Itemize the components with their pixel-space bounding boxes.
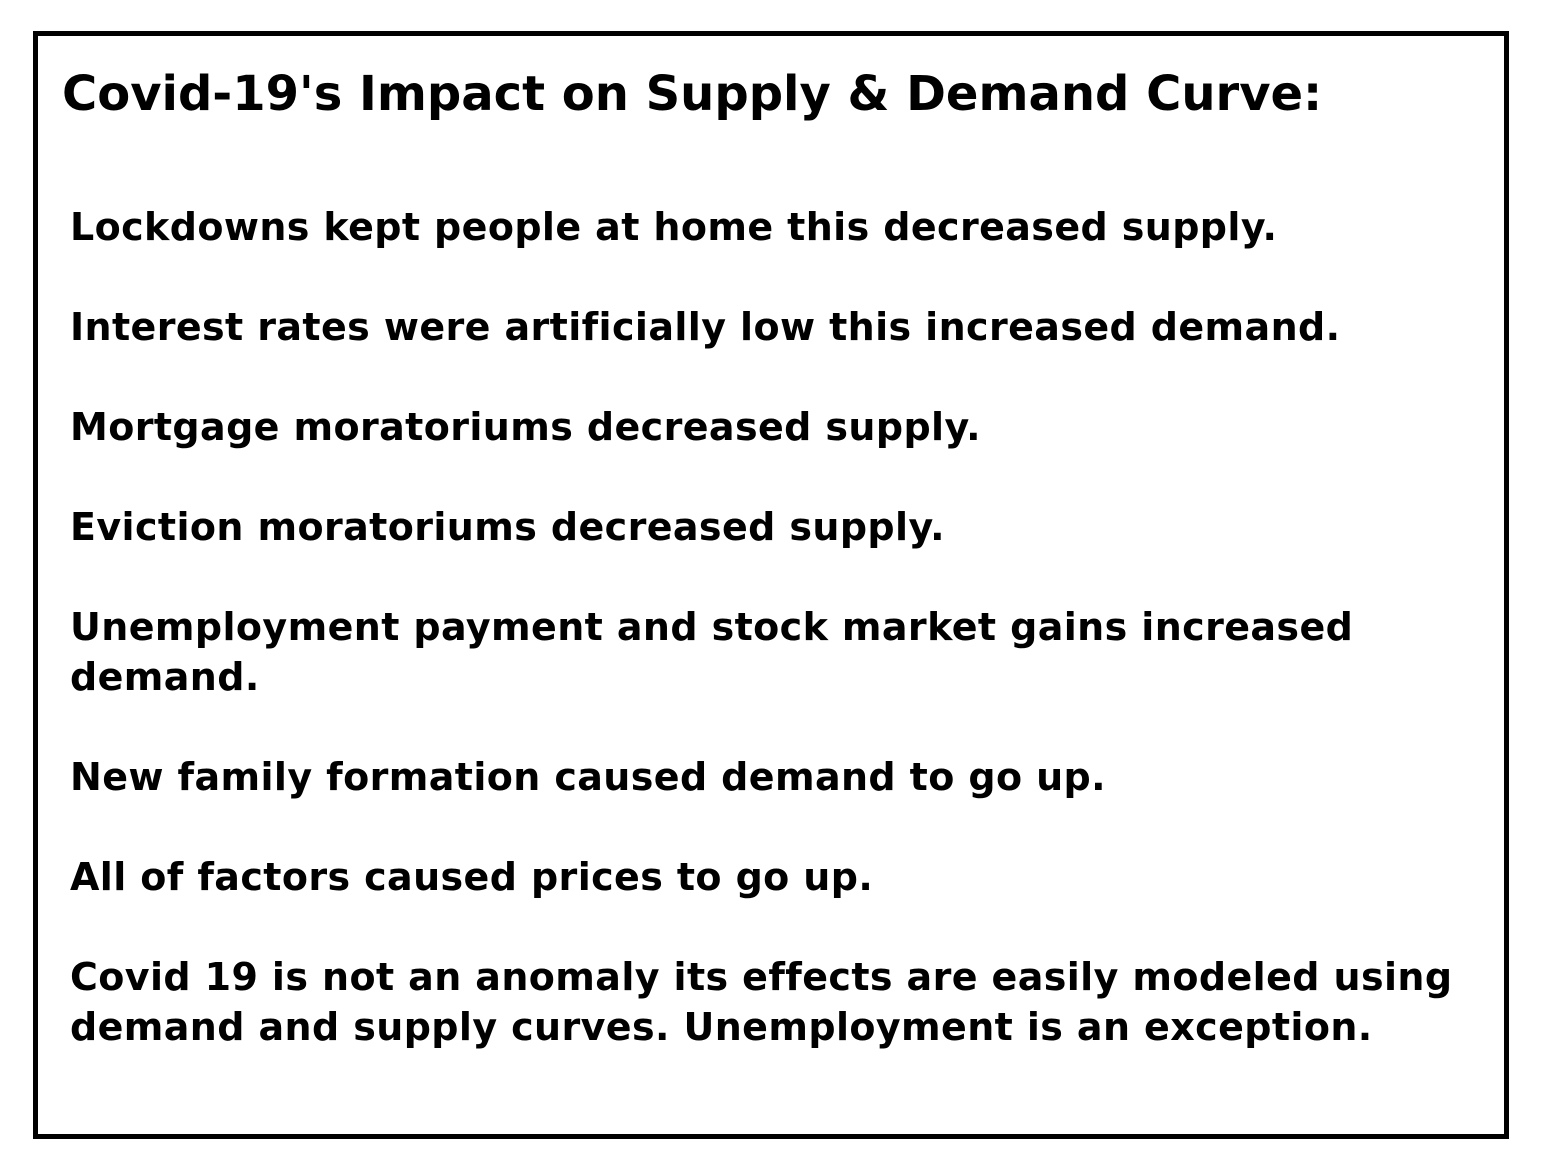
statement-item: Lockdowns kept people at home this decre… [70, 205, 1278, 249]
document-border [33, 31, 1509, 1139]
statement-item: Eviction moratoriums decreased supply. [70, 505, 945, 549]
statement-item: Unemployment payment and stock market ga… [70, 605, 1354, 699]
statement-item: Mortgage moratoriums decreased supply. [70, 405, 981, 449]
document-title: Covid-19's Impact on Supply & Demand Cur… [62, 66, 1323, 122]
statement-item: Interest rates were artificially low thi… [70, 305, 1341, 349]
statement-item: New family formation caused demand to go… [70, 755, 1106, 799]
statement-item: Covid 19 is not an anomaly its effects a… [70, 955, 1453, 1049]
statement-item: All of factors caused prices to go up. [70, 855, 874, 899]
statement-list: Lockdowns kept people at home this decre… [70, 202, 1470, 1102]
